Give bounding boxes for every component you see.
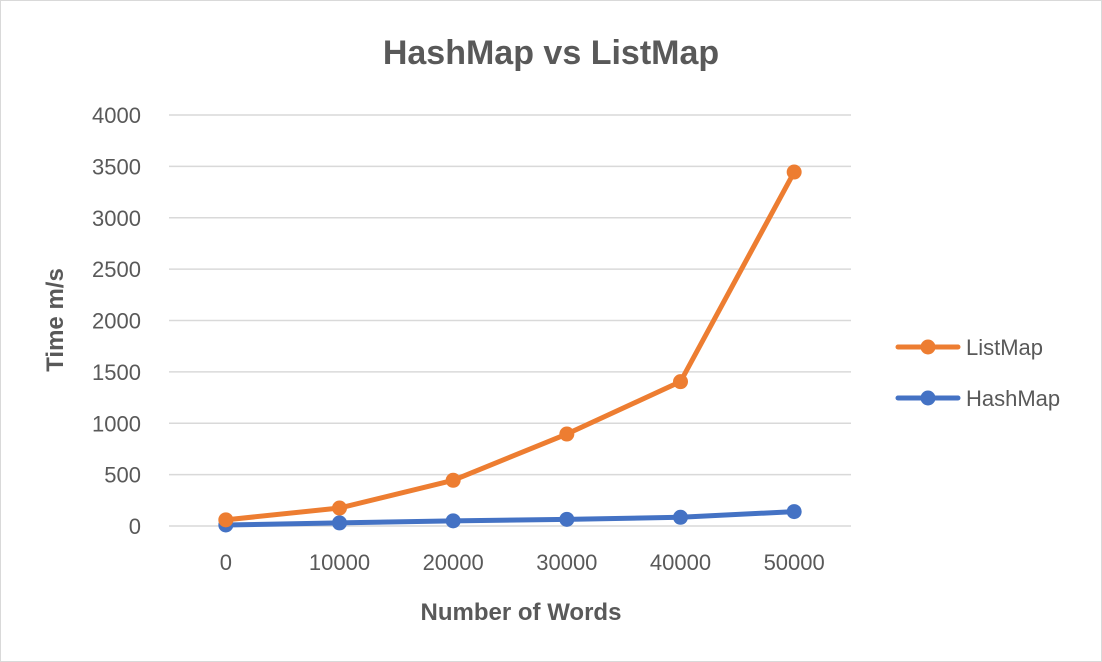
y-tick-label: 4000 — [92, 103, 141, 128]
hashmap-point — [445, 513, 461, 529]
legend-item-hashmap: HashMap — [895, 386, 1060, 411]
hashmap-line — [223, 509, 797, 528]
x-tick-label: 10000 — [309, 550, 370, 575]
y-tick-label: 2500 — [92, 257, 141, 282]
legend-item-listmap: ListMap — [895, 335, 1043, 360]
x-tick-label: 40000 — [650, 550, 711, 575]
legend-label: HashMap — [966, 386, 1060, 411]
y-tick-label: 3500 — [92, 154, 141, 179]
x-tick-label: 30000 — [536, 550, 597, 575]
legend: ListMap HashMap — [895, 335, 1060, 411]
hashmap-point — [332, 515, 347, 531]
x-axis-ticks: 0 10000 20000 30000 40000 50000 — [220, 550, 825, 575]
x-tick-label: 20000 — [423, 550, 484, 575]
x-tick-label: 50000 — [764, 550, 825, 575]
legend-swatch-marker — [920, 339, 936, 355]
hashmap-point — [786, 504, 802, 520]
listmap-point — [218, 512, 234, 528]
x-tick-label: 0 — [220, 550, 232, 575]
listmap-line — [223, 169, 797, 523]
listmap-point — [559, 426, 575, 442]
y-tick-label: 2000 — [92, 309, 141, 334]
series-hashmap — [218, 504, 802, 533]
hashmap-point — [559, 511, 575, 527]
y-tick-label: 3000 — [92, 206, 141, 231]
listmap-point — [786, 164, 802, 180]
hashmap-point — [673, 509, 688, 525]
y-axis-title: Time m/s — [42, 268, 69, 372]
y-tick-label: 0 — [129, 514, 141, 539]
y-tick-label: 500 — [104, 463, 141, 488]
gridlines — [169, 114, 851, 527]
chart-title: HashMap vs ListMap — [383, 34, 719, 72]
y-axis-ticks: 0 500 1000 1500 2000 2500 3000 3500 4000 — [92, 103, 141, 539]
x-axis-title: Number of Words — [421, 599, 622, 626]
y-tick-label: 1000 — [92, 411, 141, 436]
listmap-point — [445, 472, 461, 488]
legend-swatch-marker — [920, 390, 936, 406]
legend-label: ListMap — [966, 335, 1043, 360]
y-tick-label: 1500 — [92, 360, 141, 385]
series-group — [218, 164, 802, 533]
listmap-point — [673, 374, 688, 390]
listmap-point — [332, 500, 347, 516]
series-listmap — [218, 164, 802, 528]
